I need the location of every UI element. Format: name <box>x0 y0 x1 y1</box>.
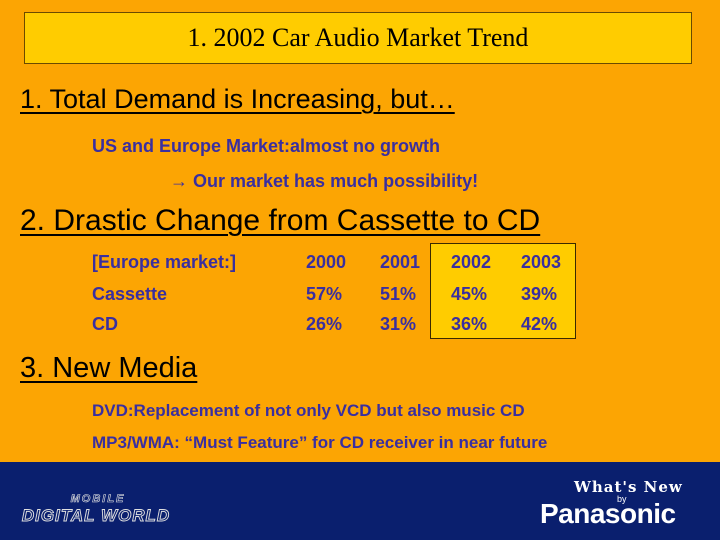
section1-heading: 1. Total Demand is Increasing, but… <box>20 84 455 114</box>
table-cell: 26% <box>306 314 343 334</box>
section3-line1: DVD:Replacement of not only VCD but also… <box>92 401 525 420</box>
table-cell: 51% <box>380 284 417 304</box>
table-row-cassette-label: Cassette <box>92 284 168 304</box>
logo-top-text: MOBILE <box>71 493 126 505</box>
section3-heading: 3. New Media <box>20 352 198 384</box>
table-header-label: [Europe market:] <box>92 252 237 272</box>
table-header-2000: 2000 <box>306 252 347 272</box>
section2-heading: 2. Drastic Change from Cassette to CD <box>20 204 541 237</box>
table-header-2001: 2001 <box>380 252 421 272</box>
table-cell: 31% <box>380 314 417 334</box>
table-cell: 57% <box>306 284 343 304</box>
title-box: 1. 2002 Car Audio Market Trend <box>24 12 692 64</box>
table-cell: 36% <box>451 314 488 334</box>
section3-line2: MP3/WMA: “Must Feature” for CD receiver … <box>92 433 548 452</box>
arrow-right-icon: → <box>170 171 188 191</box>
highlight-box-2002-2003 <box>430 243 576 339</box>
section1-line2-text: Our market has much possibility! <box>193 171 479 191</box>
table-cell: 39% <box>521 284 558 304</box>
table-cell: 45% <box>451 284 488 304</box>
by-text: by <box>617 494 627 504</box>
slide-title: 1. 2002 Car Audio Market Trend <box>187 23 529 52</box>
table-row-cd-label: CD <box>92 314 118 334</box>
table-header-2002: 2002 <box>451 252 492 272</box>
panasonic-logo: Panasonic <box>540 498 676 529</box>
whats-new-text: What's New <box>574 478 683 496</box>
footer-bar: MOBILE DIGITAL WORLD What's New by Panas… <box>0 462 720 540</box>
section1-line1: US and Europe Market:almost no growth <box>92 136 441 156</box>
logo-bottom-text: DIGITAL WORLD <box>22 506 170 525</box>
slide: 1. 2002 Car Audio Market Trend 1. Total … <box>20 12 692 452</box>
table-cell: 42% <box>521 314 558 334</box>
mobile-digital-world-logo: MOBILE DIGITAL WORLD <box>21 493 170 526</box>
table-header-2003: 2003 <box>521 252 562 272</box>
section1-line2: → Our market has much possibility! <box>170 171 478 192</box>
